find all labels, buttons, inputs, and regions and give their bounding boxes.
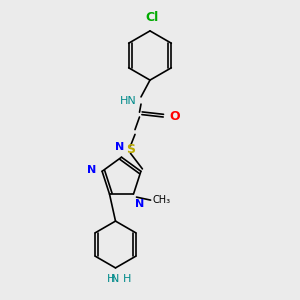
Text: Cl: Cl xyxy=(145,11,158,24)
Text: S: S xyxy=(126,143,135,156)
Text: N: N xyxy=(116,142,124,152)
Text: CH₃: CH₃ xyxy=(152,195,170,205)
Text: N: N xyxy=(111,274,120,284)
Text: H: H xyxy=(116,274,131,284)
Text: N: N xyxy=(87,165,97,175)
Text: N: N xyxy=(135,199,144,208)
Text: H: H xyxy=(107,274,116,284)
Text: HN: HN xyxy=(120,95,136,106)
Text: O: O xyxy=(169,110,180,124)
